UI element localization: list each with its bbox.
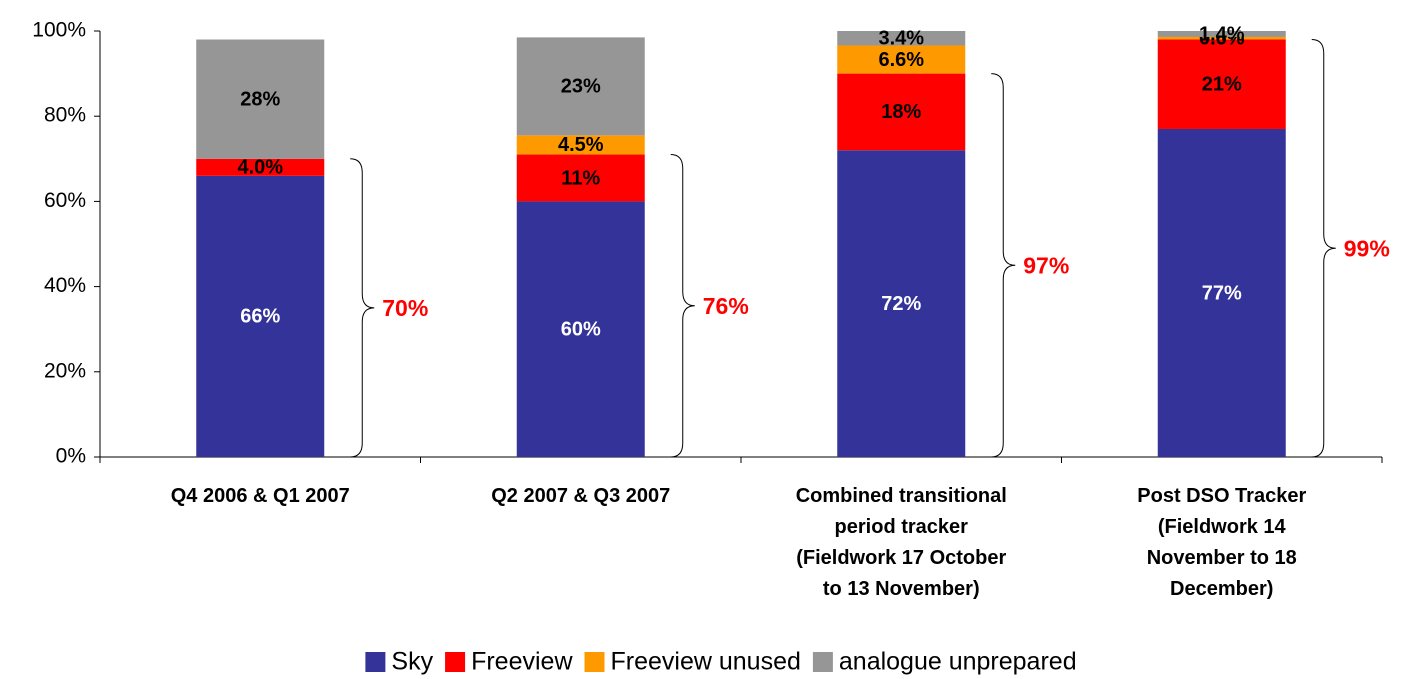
x-tick-label: Q4 2006 & Q1 2007 (171, 485, 350, 507)
x-tick-label-line: Combined transitional (796, 485, 1007, 507)
legend-swatch (812, 652, 833, 672)
value-label: 66% (240, 306, 280, 328)
x-tick-label-line: period tracker (835, 516, 969, 538)
x-tick-label-line: December) (1170, 578, 1273, 600)
legend-label: Freeview (471, 648, 573, 676)
bar-segment (1157, 36, 1286, 40)
legend-label: analogue unprepared (839, 648, 1077, 676)
value-label: 4.5% (558, 134, 604, 156)
legend-swatch (365, 652, 386, 672)
x-tick-label-line: Post DSO Tracker (1137, 485, 1306, 507)
bar-segment (196, 39, 325, 159)
value-label: 4.0% (237, 157, 283, 179)
bar-segment (516, 135, 645, 155)
y-tick-label: 60% (44, 189, 86, 212)
x-tick-label-line: Q2 2007 & Q3 2007 (491, 485, 670, 507)
bar-segment (837, 45, 966, 74)
legend: Sky Freeview Freeview unused analogue unpre… (365, 648, 1077, 676)
x-tick-label: Post DSO Tracker (Fieldwork 14 November to… (1137, 485, 1306, 600)
legend-swatch (445, 652, 466, 672)
brace (670, 154, 695, 458)
x-tick-label: Q2 2007 & Q3 2007 (491, 485, 670, 507)
value-label: 60% (561, 318, 601, 340)
brace (991, 73, 1016, 458)
bar-segment (837, 31, 966, 46)
annotation: 76% (703, 293, 749, 319)
brace (1311, 39, 1336, 458)
value-label: 6.6% (878, 49, 924, 71)
x-tick-label-line: (Fieldwork 17 October (796, 547, 1006, 569)
value-label: 11% (561, 167, 600, 189)
bar-segment (1157, 39, 1286, 129)
x-tick-label-line: to 13 November) (823, 578, 980, 600)
value-label: 28% (240, 88, 280, 110)
bar-segment (837, 150, 966, 457)
brace (350, 158, 375, 458)
y-tick-label: 100% (32, 19, 86, 42)
legend-label: Freeview unused (611, 648, 801, 676)
y-tick-label: 40% (44, 274, 86, 297)
y-tick-label: 20% (44, 359, 86, 382)
bar-segment (516, 154, 645, 202)
legend-swatch (584, 652, 605, 672)
x-tick-label-line: (Fieldwork 14 (1158, 516, 1287, 538)
value-label: 18% (881, 101, 921, 123)
y-tick-label: 0% (56, 445, 86, 468)
value-label: 72% (881, 293, 921, 315)
bar-segment (196, 175, 325, 457)
x-tick-label-line: Q4 2006 & Q1 2007 (171, 485, 350, 507)
bar-segment (1157, 128, 1286, 458)
x-tick-label: Combined transitional period tracker (Fiel… (796, 485, 1007, 600)
value-label: 77% (1202, 282, 1242, 304)
value-label: 21% (1202, 74, 1242, 96)
annotation: 99% (1344, 235, 1390, 261)
bar-segment (196, 158, 325, 176)
bar-segment (516, 37, 645, 136)
annotation: 70% (382, 295, 428, 321)
bar-segment (516, 201, 645, 457)
y-tick-label: 80% (44, 104, 86, 127)
value-label: 3.4% (878, 28, 924, 50)
bar-segment (1157, 31, 1286, 37)
value-label: 1.4% (1199, 23, 1245, 45)
x-tick-label-line: November to 18 (1147, 547, 1297, 569)
bar-segment (837, 73, 966, 151)
annotation: 97% (1023, 252, 1069, 278)
value-label: 23% (561, 76, 601, 98)
legend-label: Sky (391, 648, 433, 676)
